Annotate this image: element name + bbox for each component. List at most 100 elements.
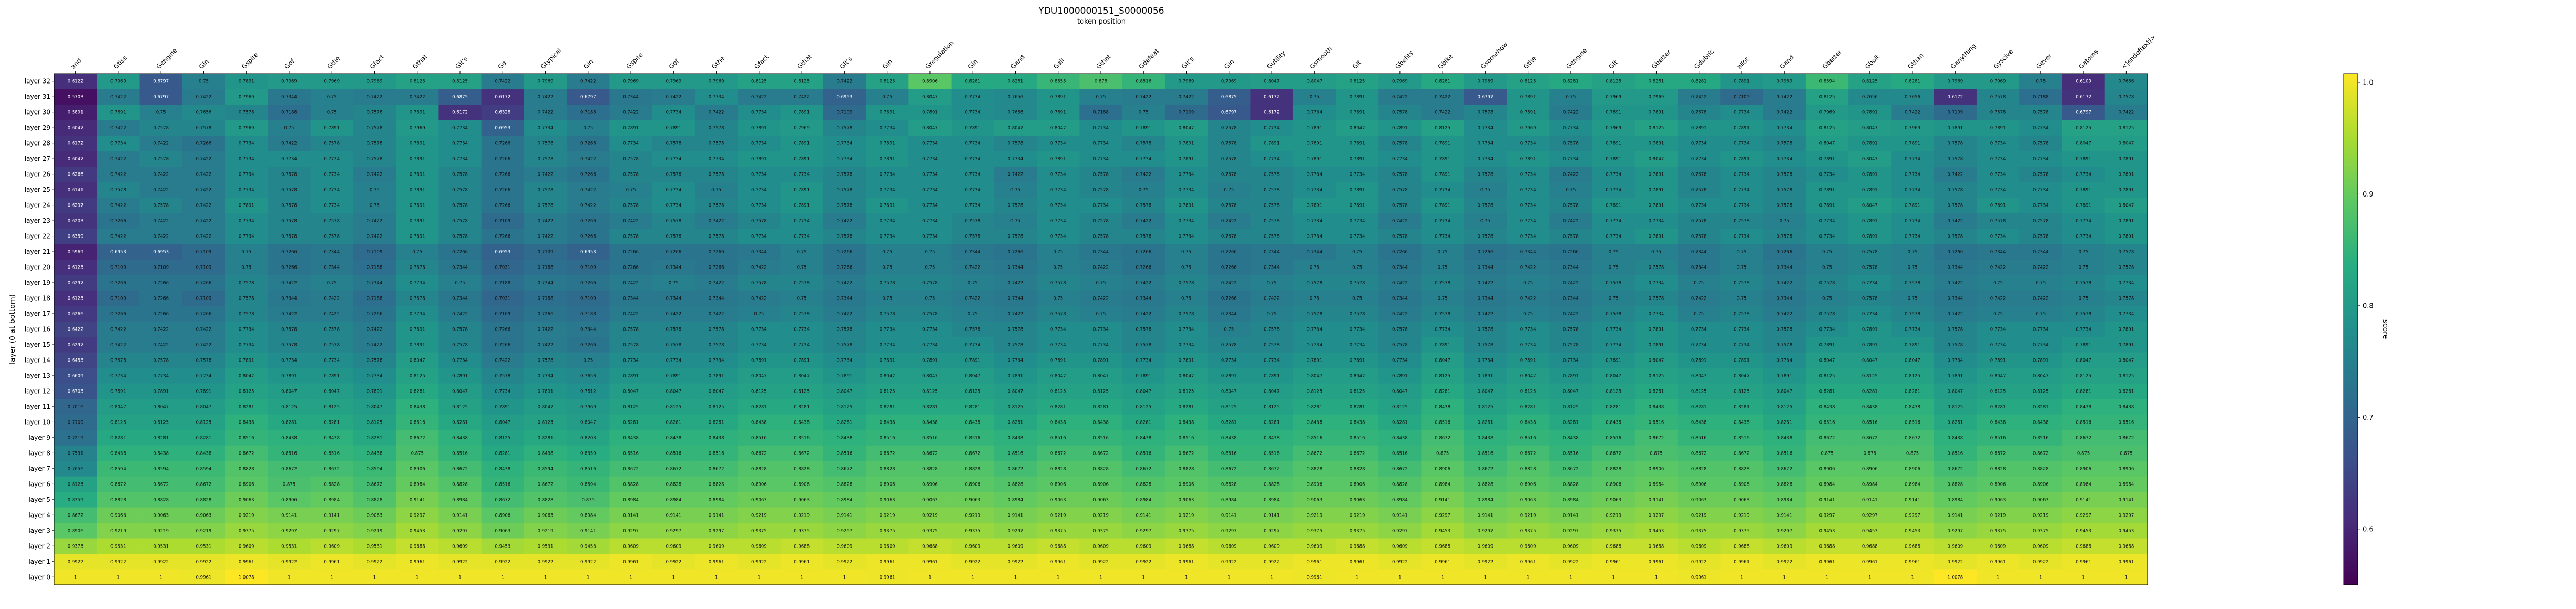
heatmap-cell	[225, 135, 268, 151]
cell-value-label: 0.6172	[1947, 95, 1963, 100]
cell-value-label: 0.8281	[623, 420, 639, 425]
heatmap-cell	[1464, 182, 1507, 198]
cell-value-label: 0.9219	[1093, 513, 1109, 518]
cell-value-label: 0.7578	[666, 219, 681, 224]
cell-value-label: 0.8828	[1776, 482, 1792, 487]
cell-value-label: 0.8125	[1606, 79, 1621, 85]
heatmap-cell	[2104, 182, 2148, 198]
cell-value-label: 0.7891	[1990, 203, 2006, 209]
cell-value-label: 0.8516	[1435, 420, 1450, 425]
heatmap-cell	[1678, 89, 1721, 105]
cell-value-label: 0.8438	[538, 451, 554, 456]
cell-value-label: 0.8047	[1862, 358, 1878, 363]
cell-value-label: 0.7891	[1350, 110, 1365, 116]
cell-value-label: 0.7891	[1990, 358, 2006, 363]
cell-value-label: 0.7891	[880, 157, 895, 162]
cell-value-label: 0.8281	[1563, 79, 1579, 85]
cell-value-label: 0.7734	[1392, 157, 1408, 162]
cell-value-label: 0.7734	[1734, 234, 1750, 240]
cell-value-label: 0.7422	[1520, 296, 1536, 302]
cell-value-label: 0.7422	[196, 95, 212, 100]
cell-value-label: 0.7578	[239, 312, 254, 317]
cell-value-label: 0.7578	[1947, 141, 1963, 147]
heatmap-cell	[994, 135, 1037, 151]
cell-value-label: 0.7891	[410, 188, 425, 193]
cell-value-label: 0.7734	[1435, 234, 1450, 240]
cell-value-label: 0.7734	[1306, 188, 1322, 193]
heatmap-cell	[54, 151, 97, 167]
cell-value-label: 0.8594	[367, 467, 383, 472]
cell-value-label: 0.8906	[965, 482, 980, 487]
cell-value-label: 0.9141	[1905, 498, 1920, 503]
cell-value-label: 0.7578	[538, 157, 554, 162]
cell-value-label: 0.8906	[1649, 467, 1664, 472]
cell-value-label: 0.7734	[794, 343, 810, 348]
cell-value-label: 0.7734	[1905, 219, 1920, 224]
heatmap-cell	[1891, 197, 1935, 213]
cell-value-label: 0.9609	[1306, 544, 1322, 549]
heatmap-cell	[2104, 74, 2148, 89]
cell-value-label: 0.8047	[1905, 358, 1920, 363]
cell-value-label: 0.9297	[837, 529, 853, 534]
heatmap-cell	[1164, 151, 1208, 167]
heatmap-cell	[481, 166, 525, 182]
cell-value-label: 0.7734	[1520, 141, 1536, 147]
heatmap-cell	[1037, 166, 1080, 182]
heatmap-cell	[268, 89, 311, 105]
cell-value-label: 1	[1868, 575, 1871, 580]
cell-value-label: 0.7891	[2076, 203, 2091, 209]
cell-value-label: 0.8906	[1050, 482, 1066, 487]
cell-value-label: 0.8906	[1179, 482, 1194, 487]
cell-value-label: 0.8984	[1776, 498, 1792, 503]
cell-value-label: 0.7891	[1649, 188, 1664, 193]
cell-value-label: 0.7266	[495, 203, 510, 209]
cell-value-label: 0.7578	[1478, 110, 1494, 116]
heatmap-cell	[1335, 151, 1379, 167]
cell-value-label: 0.7734	[666, 157, 681, 162]
heatmap-cell	[1592, 151, 1635, 167]
cell-value-label: 0.7734	[794, 172, 810, 178]
cell-value-label: 0.8984	[1435, 482, 1450, 487]
heatmap-cell	[353, 89, 396, 105]
cell-value-label: 0.7734	[1563, 358, 1579, 363]
cell-value-label: 0.8047	[452, 389, 468, 394]
cell-value-label: 0.8281	[1350, 405, 1365, 410]
cell-value-label: 0.8047	[1350, 374, 1365, 379]
cell-value-label: 0.7344	[580, 327, 596, 333]
cell-value-label: 0.8047	[1435, 358, 1450, 363]
cell-value-label: 0.8281	[965, 79, 980, 85]
heatmap-cell	[396, 166, 439, 182]
cell-value-label: 0.7734	[1221, 358, 1237, 363]
heatmap-cell	[1592, 166, 1635, 182]
heatmap-cell	[609, 135, 653, 151]
cell-value-label: 0.8672	[1179, 451, 1194, 456]
cell-value-label: 0.7734	[1563, 126, 1579, 131]
cell-value-label: 0.875	[283, 482, 295, 487]
cell-value-label: 0.9297	[2118, 513, 2134, 518]
cell-value-label: 0.875	[1821, 451, 1833, 456]
heatmap-cell	[823, 120, 866, 136]
cell-value-label: 0.7109	[68, 420, 84, 425]
cell-value-label: 0.7422	[153, 141, 169, 147]
cell-value-label: 0.75	[1096, 312, 1106, 317]
cell-value-label: 0.8281	[1136, 420, 1151, 425]
cell-value-label: 0.8984	[1563, 498, 1579, 503]
heatmap-cell	[823, 151, 866, 167]
cell-value-label: 0.8672	[324, 467, 340, 472]
heatmap-cell	[2062, 89, 2105, 105]
heatmap-cell	[780, 89, 824, 105]
cell-value-label: 0.75	[199, 79, 209, 85]
cell-value-label: 0.8359	[580, 451, 596, 456]
cell-value-label: 0.7969	[1947, 79, 1963, 85]
cell-value-label: 0.8672	[1050, 451, 1066, 456]
heatmap-cell	[396, 151, 439, 167]
cell-value-label: 0.8516	[2033, 436, 2049, 441]
cell-value-label: 0.7734	[1350, 172, 1365, 178]
cell-value-label: 0.7734	[922, 234, 938, 240]
cell-value-label: 0.7891	[1306, 157, 1322, 162]
cell-value-label: 0.7734	[452, 141, 468, 147]
heatmap-cell	[1335, 89, 1379, 105]
cell-value-label: 0.7891	[2118, 188, 2134, 193]
cell-value-label: 0.8125	[153, 420, 169, 425]
cell-value-label: 0.8672	[1862, 436, 1878, 441]
